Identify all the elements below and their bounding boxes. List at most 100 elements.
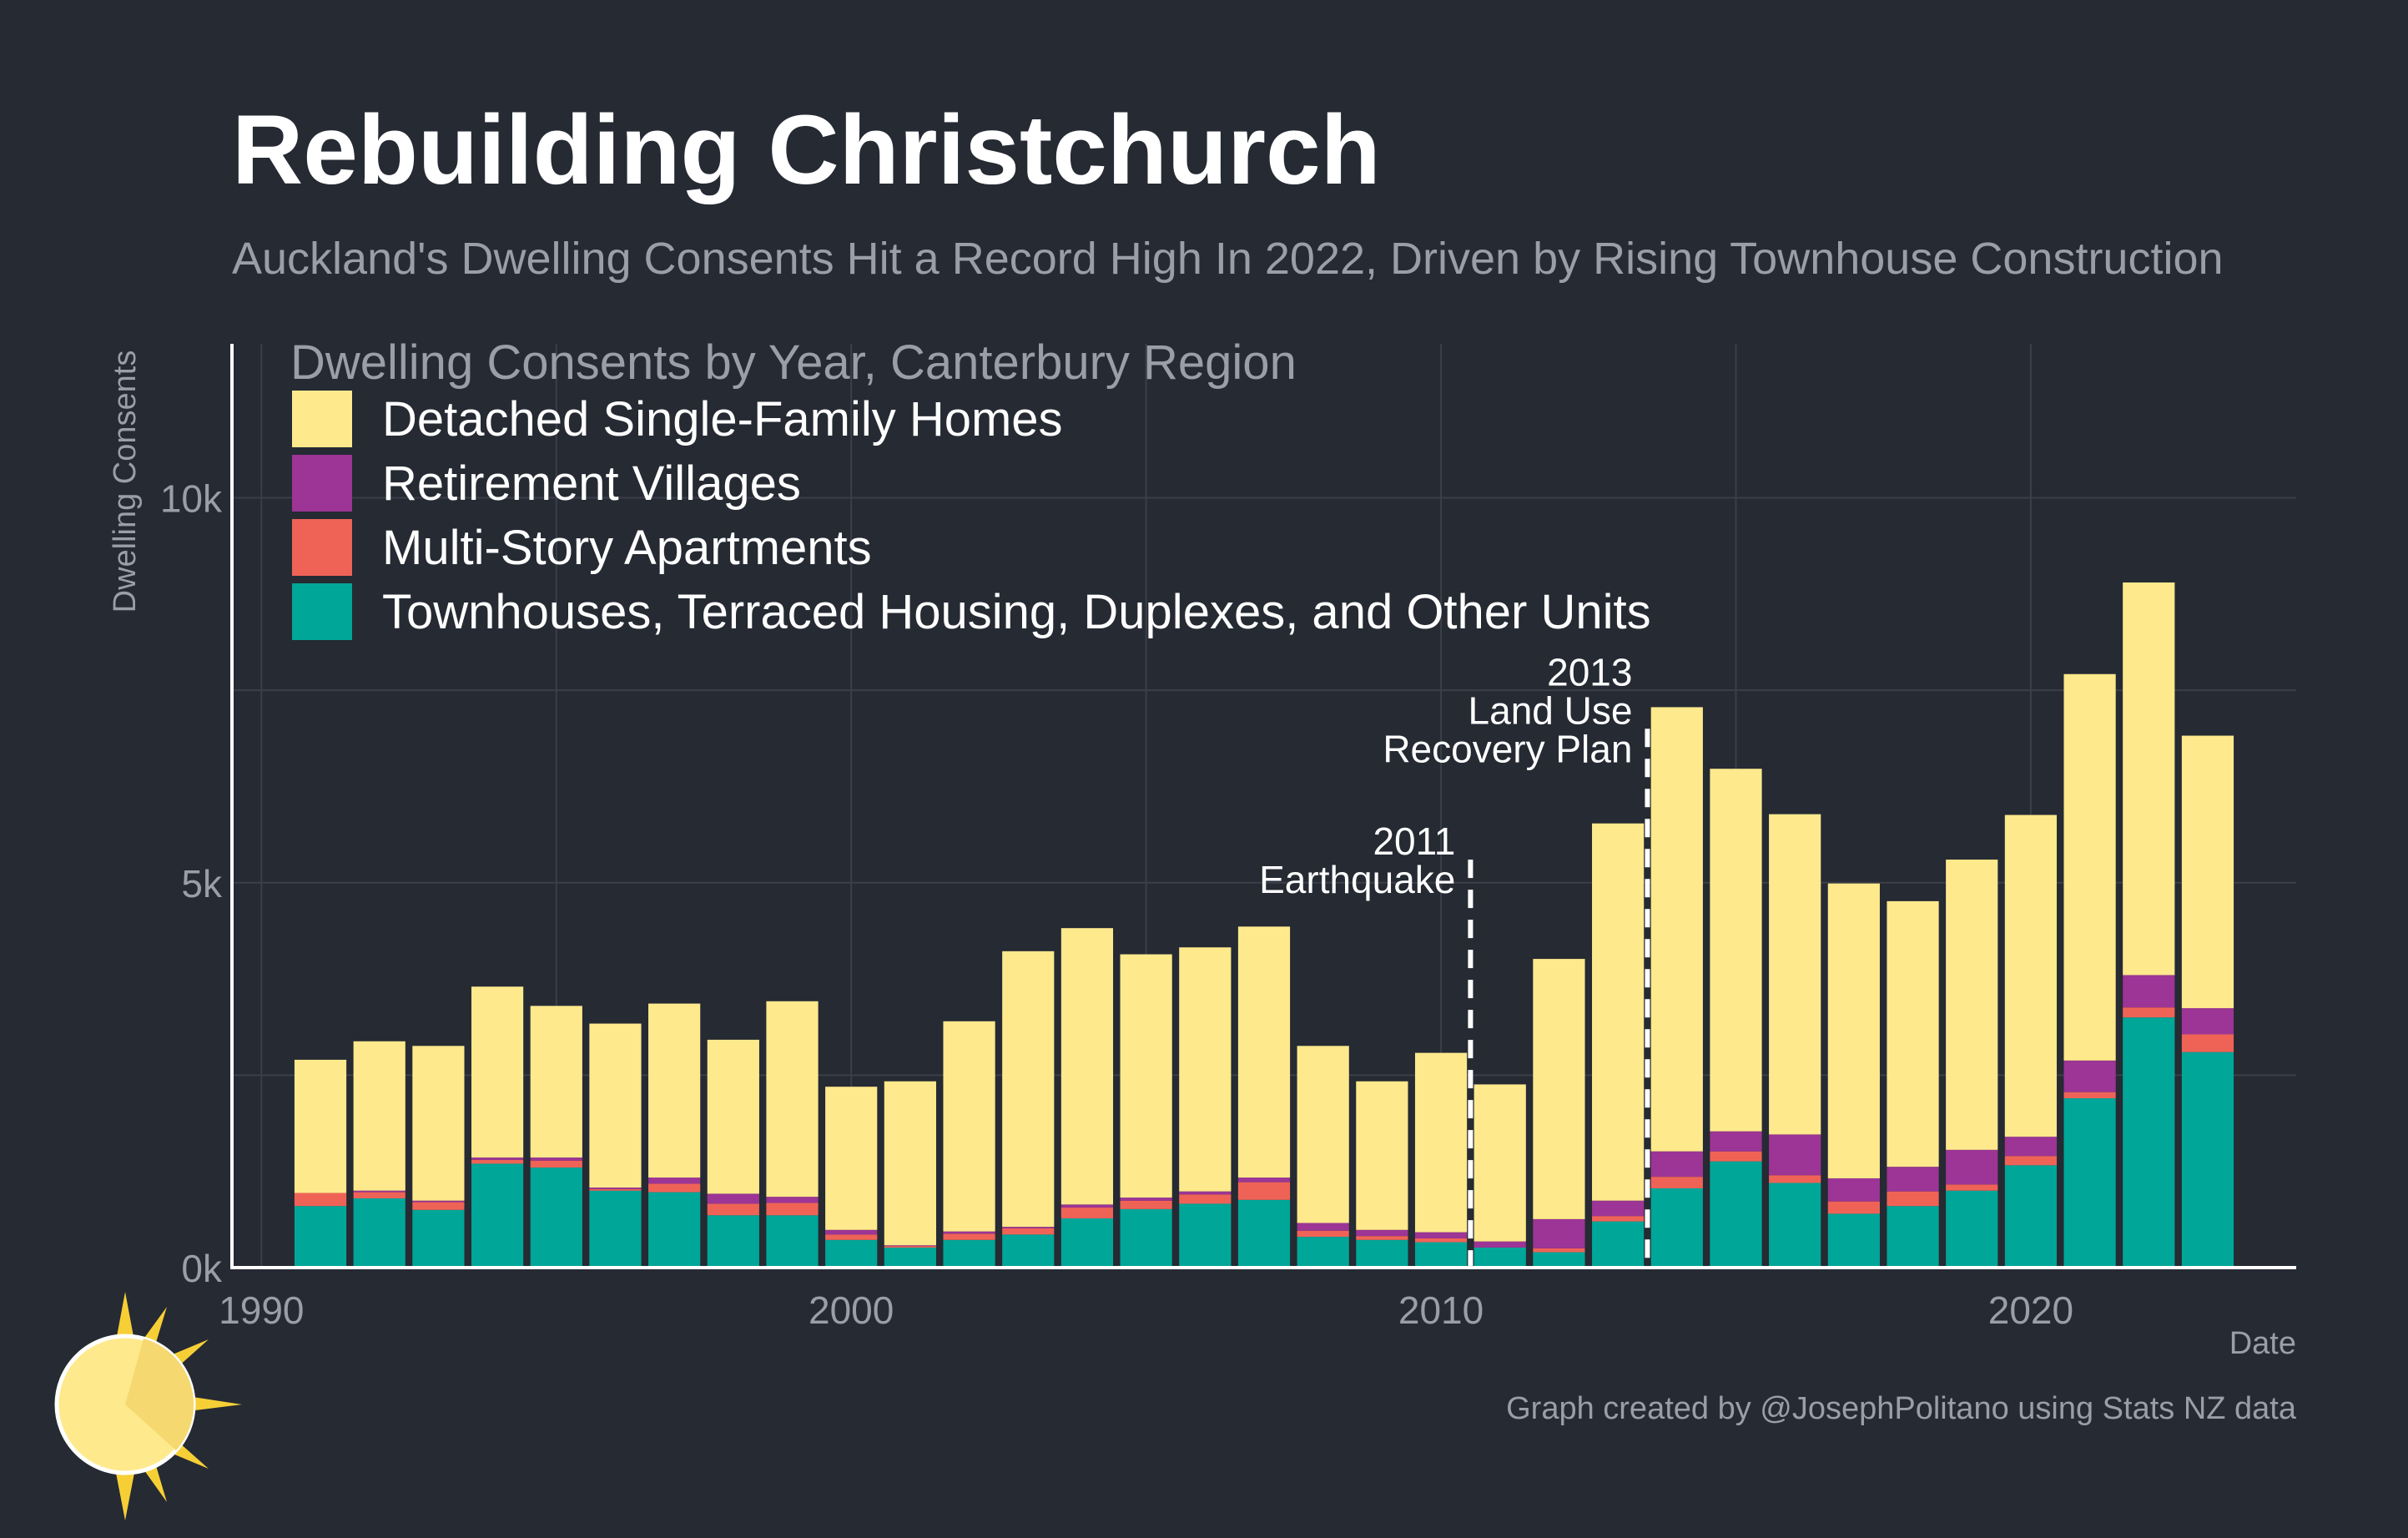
y-tick-label: 0k [181, 1247, 223, 1290]
bar-retirement-2023 [2181, 1008, 2234, 1035]
bar-detached-2021 [2063, 673, 2116, 1061]
bar-apartments-1997 [648, 1183, 701, 1193]
bar-detached-1994 [471, 986, 524, 1158]
bar-detached-1999 [766, 1001, 819, 1198]
annotation-label: 2013 [1547, 650, 1632, 693]
bar-retirement-2021 [2063, 1060, 2116, 1092]
annotation-label: Earthquake [1259, 858, 1455, 901]
bar-detached-2010 [1414, 1052, 1468, 1233]
bar-townhouses-2008 [1297, 1237, 1349, 1268]
bar-detached-2016 [1769, 814, 1821, 1135]
axes: 0k 5k 10k 1990 2000 2010 2020 [160, 344, 2296, 1332]
bar-retirement-1998 [707, 1193, 759, 1204]
bar-detached-1996 [589, 1023, 642, 1188]
bar-townhouses-1992 [353, 1198, 406, 1268]
bar-detached-1991 [294, 1059, 347, 1193]
bar-detached-2011 [1474, 1084, 1526, 1242]
bar-apartments-2015 [1710, 1151, 1762, 1162]
bar-apartments-2018 [1887, 1191, 1939, 1207]
bar-retirement-2003 [1002, 1227, 1055, 1228]
legend-title: Dwelling Consents by Year, Canterbury Re… [290, 335, 1297, 390]
bar-retirement-2001 [884, 1245, 936, 1247]
bar-retirement-1999 [766, 1197, 819, 1203]
bar-apartments-2013 [1592, 1216, 1645, 1222]
bar-townhouses-1995 [530, 1167, 582, 1268]
bar-townhouses-2023 [2181, 1051, 2234, 1268]
legend-label-retirement: Retirement Villages [382, 456, 801, 511]
bar-detached-1992 [353, 1041, 406, 1191]
bar-townhouses-2014 [1650, 1188, 1703, 1268]
bar-apartments-1998 [707, 1203, 759, 1216]
bar-retirement-1994 [471, 1157, 524, 1160]
x-tick-label: 1990 [219, 1288, 304, 1332]
bar-retirement-2009 [1356, 1229, 1408, 1237]
bar-detached-2000 [825, 1087, 878, 1230]
bar-retirement-2008 [1297, 1223, 1349, 1231]
bar-apartments-2000 [825, 1234, 878, 1240]
bar-apartments-2021 [2063, 1092, 2116, 1099]
bar-townhouses-2017 [1827, 1213, 1880, 1268]
bar-retirement-2017 [1827, 1177, 1880, 1202]
bar-detached-2008 [1297, 1046, 1349, 1223]
bar-detached-2006 [1179, 947, 1232, 1192]
bar-townhouses-2013 [1592, 1221, 1645, 1268]
bar-townhouses-1991 [294, 1206, 347, 1268]
bar-detached-2020 [2004, 814, 2058, 1137]
bar-detached-1998 [707, 1039, 759, 1194]
bar-retirement-2018 [1887, 1167, 1939, 1192]
bar-detached-2014 [1650, 707, 1703, 1152]
bar-apartments-2009 [1356, 1236, 1408, 1240]
bar-apartments-1991 [294, 1193, 347, 1207]
bar-retirement-2006 [1179, 1191, 1232, 1195]
bar-townhouses-1999 [766, 1215, 819, 1268]
bar-townhouses-1993 [412, 1209, 465, 1268]
bar-townhouses-1998 [707, 1215, 759, 1268]
bar-apartments-1993 [412, 1202, 465, 1210]
bar-detached-2007 [1237, 926, 1291, 1178]
bar-apartments-2001 [884, 1246, 936, 1248]
bar-apartments-2016 [1769, 1175, 1821, 1183]
bar-retirement-2019 [1946, 1149, 1998, 1185]
bar-retirement-1995 [530, 1157, 582, 1161]
bar-retirement-1993 [412, 1200, 465, 1203]
bar-apartments-2003 [1002, 1228, 1055, 1235]
annotation-label: 2011 [1373, 819, 1455, 863]
x-axis-label: Date [2229, 1326, 2296, 1361]
bar-townhouses-2020 [2004, 1165, 2058, 1268]
bar-townhouses-2010 [1414, 1242, 1468, 1268]
bar-detached-2022 [2123, 582, 2175, 976]
bar-townhouses-2019 [1946, 1190, 1998, 1268]
bar-townhouses-2003 [1002, 1234, 1055, 1268]
bar-detached-2017 [1827, 883, 1880, 1178]
bar-apartments-2023 [2181, 1034, 2234, 1052]
y-tick-label: 10k [160, 477, 223, 521]
bar-detached-2019 [1946, 860, 1998, 1150]
bar-retirement-1996 [589, 1188, 642, 1189]
legend-label-apartments: Multi-Story Apartments [382, 521, 872, 575]
legend: Dwelling Consents by Year, Canterbury Re… [290, 335, 1651, 640]
legend-swatch-retirement [292, 455, 352, 512]
legend-swatch-apartments [292, 519, 352, 576]
bar-apartments-2014 [1650, 1177, 1703, 1188]
bar-retirement-2000 [825, 1229, 878, 1235]
bar-apartments-2012 [1533, 1248, 1585, 1253]
x-tick-label: 2000 [809, 1288, 894, 1332]
annotation-label: Land Use [1468, 688, 1633, 732]
bar-apartments-1995 [530, 1160, 582, 1168]
bar-detached-2004 [1060, 928, 1114, 1205]
bar-retirement-2011 [1474, 1241, 1526, 1248]
bar-detached-2009 [1356, 1081, 1408, 1230]
bar-townhouses-2009 [1356, 1239, 1408, 1268]
bar-townhouses-1994 [471, 1163, 524, 1268]
bar-detached-1993 [412, 1046, 465, 1201]
bar-townhouses-2012 [1533, 1252, 1585, 1268]
bar-retirement-2022 [2123, 975, 2175, 1008]
bar-detached-1997 [648, 1003, 701, 1178]
bar-townhouses-2022 [2123, 1017, 2175, 1268]
bar-townhouses-2016 [1769, 1182, 1821, 1268]
bar-detached-2012 [1533, 959, 1585, 1219]
bar-retirement-2016 [1769, 1134, 1821, 1176]
legend-label-townhouses: Townhouses, Terraced Housing, Duplexes, … [382, 585, 1651, 639]
bar-retirement-2010 [1414, 1232, 1468, 1238]
